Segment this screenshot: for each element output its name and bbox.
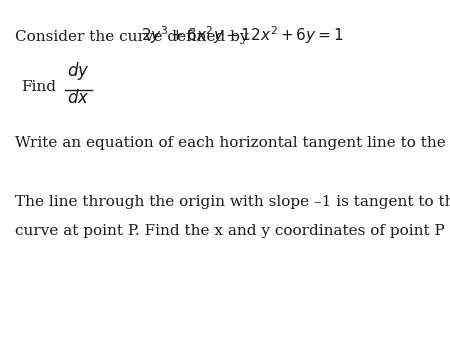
Text: Find: Find bbox=[21, 80, 56, 94]
Text: Write an equation of each horizontal tangent line to the curve: Write an equation of each horizontal tan… bbox=[15, 136, 450, 150]
Text: $dy$: $dy$ bbox=[67, 60, 89, 82]
Text: curve at point P. Find the x and y coordinates of point P: curve at point P. Find the x and y coord… bbox=[15, 224, 445, 238]
Text: Consider the curve defined by: Consider the curve defined by bbox=[15, 29, 253, 44]
Text: $2y^3+6x^2y-12x^2+6y=1$: $2y^3+6x^2y-12x^2+6y=1$ bbox=[140, 24, 343, 46]
Text: The line through the origin with slope –1 is tangent to the: The line through the origin with slope –… bbox=[15, 195, 450, 209]
Text: $dx$: $dx$ bbox=[67, 89, 89, 107]
